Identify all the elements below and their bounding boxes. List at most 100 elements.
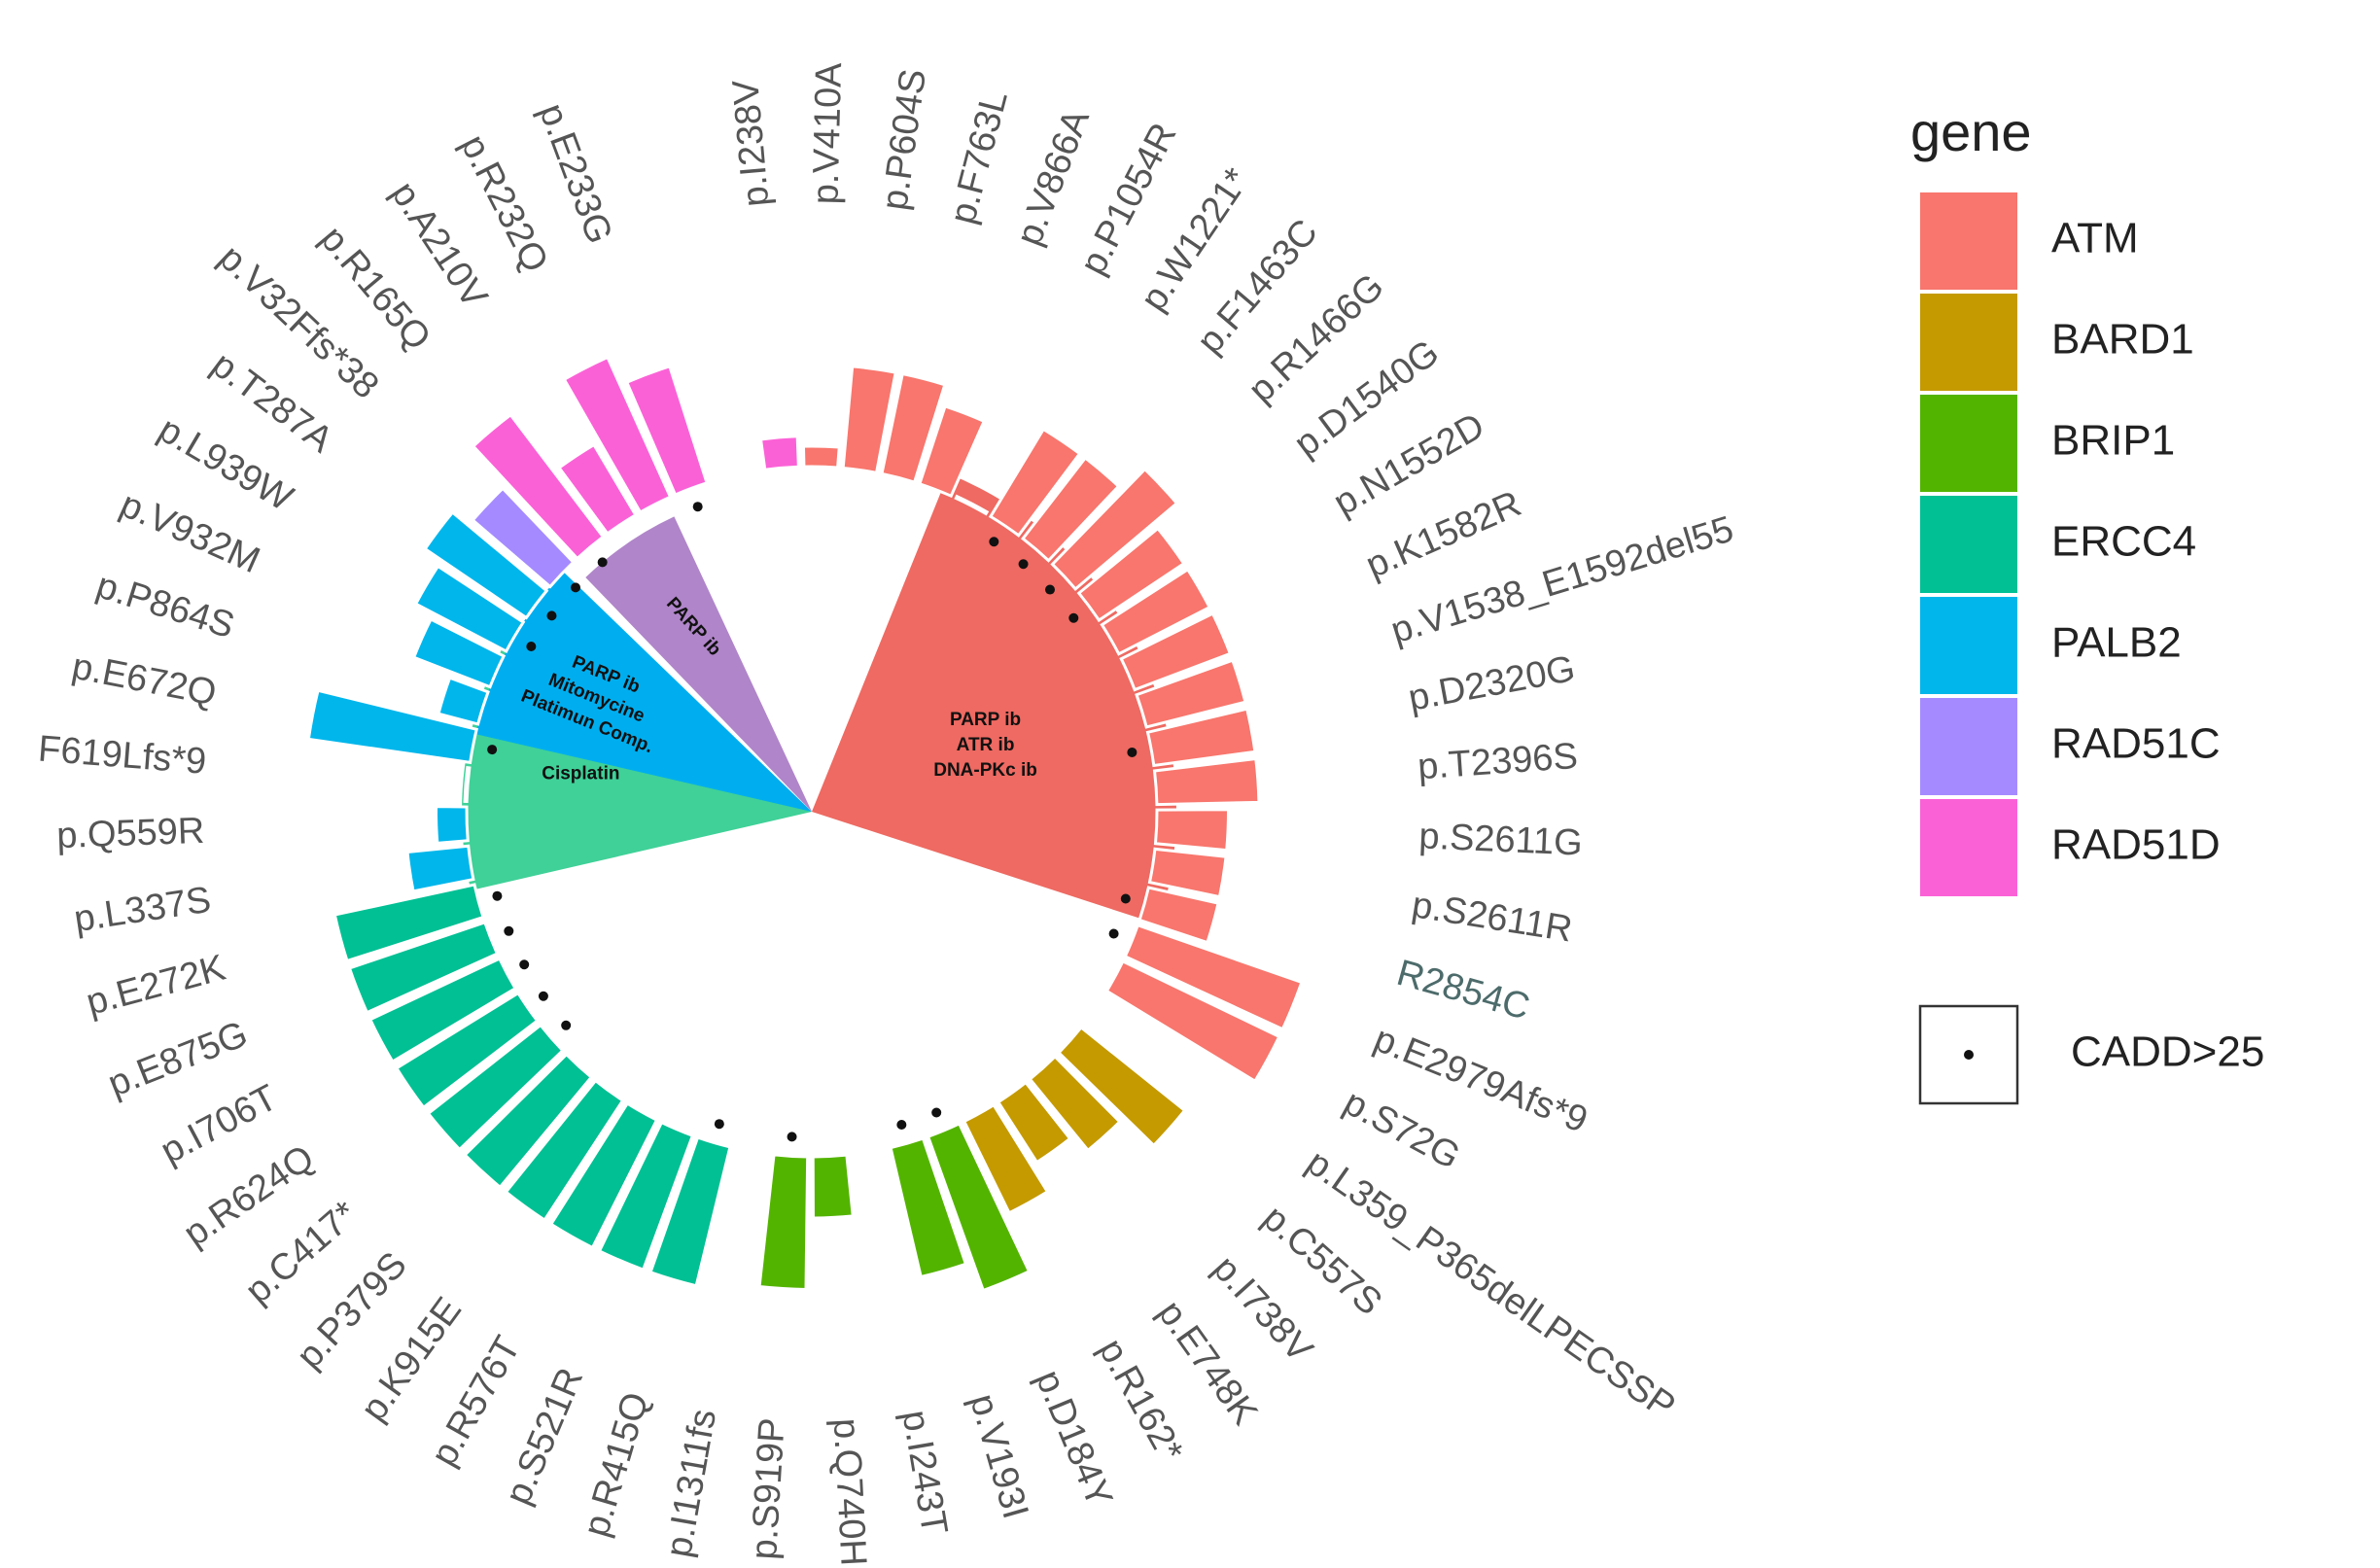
mutation-bar: [411, 617, 507, 689]
cadd-legend-marker: [1964, 1050, 1974, 1060]
mutation-bar: [332, 883, 485, 963]
mutation-bar: [1104, 958, 1281, 1084]
mutation-bar: [405, 844, 475, 893]
mutation-bar: [850, 1147, 888, 1159]
mutation-bar: [624, 364, 709, 497]
mutation-bar: [811, 1153, 855, 1220]
mutation-label: p.S521R: [498, 1362, 591, 1511]
mutation-bar: [557, 442, 638, 536]
mutation-label: p.V410A: [805, 61, 850, 204]
legend-gene-label: RAD51C: [2051, 720, 2221, 768]
cadd-marker: [570, 582, 580, 593]
mutation-bar: [1145, 707, 1257, 768]
cadd-legend-label: CADD>25: [2071, 1028, 2264, 1076]
mutation-label: p.S919P: [744, 1416, 793, 1560]
mutation-bar: [1147, 847, 1228, 899]
mutation-label: R2854C: [1392, 953, 1534, 1028]
mutation-bar: [1100, 567, 1212, 656]
mutation-label: p.V932M: [114, 484, 265, 581]
legend-swatch: [1920, 496, 2017, 593]
cadd-marker: [931, 1107, 942, 1118]
mutation-bar: [889, 1136, 968, 1279]
mutation-bar: [347, 920, 500, 1015]
legend-swatch: [1920, 395, 2017, 492]
legend-title: gene: [1910, 101, 2032, 162]
legend: gene ATM BARD1 BRIP1 ERCC4 PALB2 RAD51C RAD51D C…: [1910, 101, 2264, 1105]
mutation-bar: [1056, 1025, 1187, 1148]
mutation-label: p.E672Q: [69, 646, 220, 714]
mutation-bar: [962, 1102, 1050, 1215]
cadd-marker: [1018, 559, 1029, 570]
mutation-bar: [1028, 1054, 1122, 1153]
cadd-legend-box: [1918, 1004, 2019, 1105]
mutation-label: p.E272K: [83, 948, 230, 1024]
mutation-label: p.L337S: [71, 880, 213, 940]
mutation-bar: [394, 991, 540, 1110]
cadd-marker: [504, 925, 514, 936]
mutation-bar: [996, 1080, 1072, 1165]
mutation-label: p.I238V: [725, 78, 777, 209]
mutation-bar: [426, 1023, 565, 1152]
mutation-label: p.I243T: [893, 1408, 955, 1538]
mutation-label: p.I1311fs: [658, 1407, 724, 1560]
mutation-label: p.P864S: [91, 565, 239, 646]
legend-swatch: [1920, 192, 2017, 290]
cadd-marker: [896, 1120, 907, 1131]
mutation-label: p.S2611R: [1409, 885, 1575, 950]
mutation-label: p.D2320G: [1405, 648, 1578, 719]
mutation-bar: [471, 412, 606, 561]
mutation-bar: [1152, 756, 1261, 807]
mutation-bar: [306, 688, 479, 765]
mutation-label: p.E875G: [103, 1014, 254, 1105]
legend-gene-label: ATM: [2051, 215, 2139, 262]
cadd-marker: [526, 641, 537, 651]
mutation-bar: [423, 509, 549, 620]
legend-gene-label: ERCC4: [2051, 518, 2196, 566]
mutation-bar: [368, 957, 518, 1064]
mutation-bar: [758, 435, 800, 471]
mutation-bar: [463, 1052, 594, 1190]
mutation-bar: [597, 1120, 695, 1272]
mutation-bar: [1050, 467, 1179, 591]
therapy-sector-PALB2-sector: [475, 572, 812, 812]
cadd-marker: [787, 1132, 797, 1142]
legend-swatch: [1920, 799, 2017, 896]
therapy-sector-RAD51C-sector: [585, 516, 812, 812]
therapy-sector-label: Cisplatin: [542, 764, 619, 784]
mutation-bar: [801, 444, 841, 470]
therapy-sector-label: PARP ib ATR ib DNA-PKc ib: [933, 710, 1037, 781]
mutation-bar: [648, 1135, 732, 1288]
mutation-bar: [1138, 886, 1220, 945]
mutation-label: p.D184Y: [1028, 1365, 1120, 1514]
mutation-bar: [435, 805, 470, 845]
cadd-marker: [597, 557, 608, 568]
mutation-label: p.E233G: [531, 98, 620, 249]
mutation-bar: [1135, 658, 1247, 729]
mutation-label: p.I706T: [155, 1077, 285, 1172]
cadd-marker: [1120, 893, 1131, 904]
mutation-bar: [733, 1146, 771, 1158]
legend-swatch: [1920, 698, 2017, 795]
cadd-marker: [492, 890, 503, 901]
cadd-marker: [1045, 584, 1056, 595]
legend-swatch: [1920, 597, 2017, 694]
legend-gene-label: PALB2: [2051, 619, 2182, 667]
mutation-bar: [548, 1101, 659, 1250]
therapy-sector-line: ATR ib: [957, 735, 1015, 755]
mutation-bar: [413, 564, 526, 654]
mutation-bar: [841, 365, 897, 475]
cadd-marker: [692, 502, 703, 512]
mutation-bar: [1153, 808, 1230, 853]
legend-gene-label: BARD1: [2051, 316, 2194, 364]
mutation-bar: [917, 404, 987, 499]
legend-gene-label: RAD51D: [2051, 821, 2221, 869]
cadd-marker: [1127, 747, 1138, 757]
mutation-bar: [954, 494, 990, 516]
mutation-label: p.S2611G: [1418, 816, 1584, 863]
mutation-label: F619Lfs*9: [37, 728, 208, 782]
mutation-label: p.V193I: [962, 1389, 1035, 1523]
legend-gene-label: BRIP1: [2051, 417, 2175, 465]
therapy-sector-line: Cisplatin: [542, 764, 619, 784]
cadd-marker: [989, 537, 999, 547]
